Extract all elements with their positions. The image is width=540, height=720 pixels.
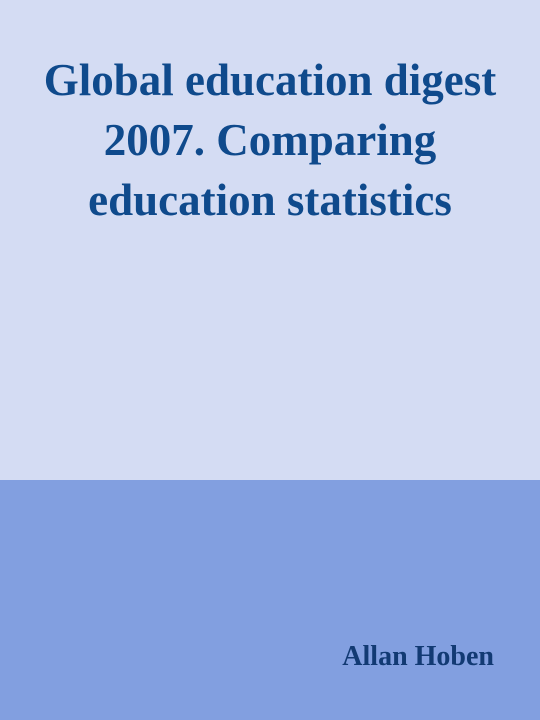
cover-bottom-panel bbox=[0, 480, 540, 720]
author-name: Allan Hoben bbox=[342, 640, 494, 674]
book-title: Global education digest 2007. Comparing … bbox=[20, 50, 520, 230]
cover-top-panel: Global education digest 2007. Comparing … bbox=[0, 0, 540, 480]
